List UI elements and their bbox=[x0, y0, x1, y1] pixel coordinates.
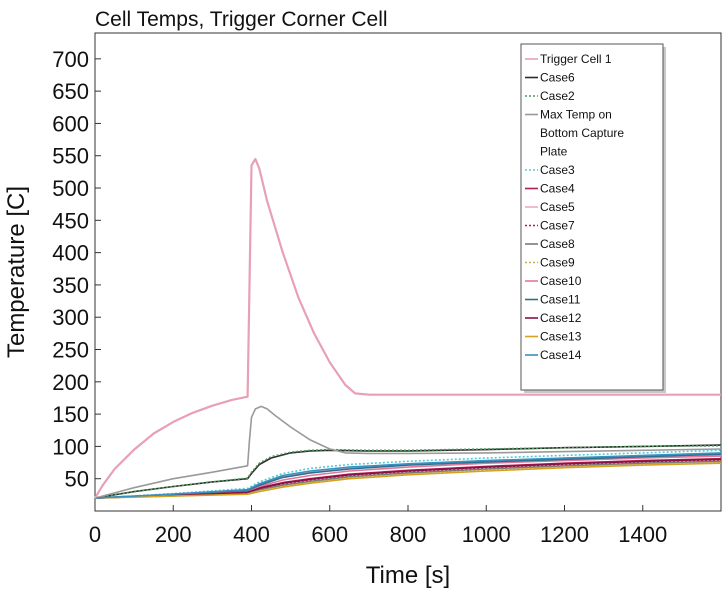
y-tick-label: 200 bbox=[52, 370, 89, 395]
series-line-5 bbox=[94, 449, 722, 499]
series-line-1 bbox=[94, 157, 721, 499]
y-axis-label: Temperature [C] bbox=[3, 186, 30, 358]
legend-label: Case12 bbox=[540, 311, 582, 325]
series-line-3 bbox=[94, 445, 722, 499]
y-tick-label: 550 bbox=[52, 144, 89, 169]
legend-label: Case3 bbox=[540, 163, 575, 177]
x-tick-label: 200 bbox=[155, 522, 192, 547]
y-tick-label: 50 bbox=[65, 467, 89, 492]
y-tick-label: 450 bbox=[52, 208, 89, 233]
series-line-4 bbox=[94, 405, 722, 499]
x-tick-label: 600 bbox=[311, 522, 348, 547]
legend-label: Case9 bbox=[540, 256, 575, 270]
legend-label: Case14 bbox=[540, 348, 582, 362]
x-axis-ticks: 0 200 400 600 800 1000 1200 1400 bbox=[89, 505, 667, 547]
series-line-13 bbox=[94, 458, 722, 499]
legend-label: Case7 bbox=[540, 219, 575, 233]
legend-box bbox=[520, 43, 664, 391]
legend-label: Case2 bbox=[540, 89, 575, 103]
y-tick-label: 300 bbox=[52, 305, 89, 330]
y-tick-label: 250 bbox=[52, 338, 89, 363]
legend-label: Case10 bbox=[540, 274, 582, 288]
legend-label: Case11 bbox=[540, 293, 581, 307]
legend-label: Case6 bbox=[540, 71, 575, 85]
x-tick-label: 1200 bbox=[540, 522, 589, 547]
legend-label: Case8 bbox=[540, 237, 575, 251]
x-tick-label: 0 bbox=[89, 522, 101, 547]
legend-label: Max Temp on bbox=[540, 108, 612, 122]
y-tick-label: 700 bbox=[52, 47, 89, 72]
chart-title: Cell Temps, Trigger Corner Cell bbox=[95, 8, 388, 31]
legend-label: Case4 bbox=[540, 182, 575, 196]
legend-label: Case5 bbox=[540, 200, 575, 214]
legend-label: Trigger Cell 1 bbox=[540, 52, 612, 66]
y-tick-label: 500 bbox=[52, 176, 89, 201]
y-tick-label: 150 bbox=[52, 402, 89, 427]
x-tick-label: 1400 bbox=[618, 522, 667, 547]
y-axis-ticks: 50 100 150 200 250 300 350 400 450 500 550 600 650 70… bbox=[52, 47, 101, 492]
x-tick-label: 1000 bbox=[462, 522, 511, 547]
y-tick-label: 350 bbox=[52, 273, 89, 298]
legend-label: Bottom Capture bbox=[540, 126, 624, 140]
x-tick-label: 400 bbox=[233, 522, 270, 547]
series-layer bbox=[94, 157, 722, 499]
y-tick-label: 650 bbox=[52, 79, 89, 104]
legend-label: Plate bbox=[540, 145, 568, 159]
legend-label: Case13 bbox=[540, 330, 582, 344]
y-tick-label: 100 bbox=[52, 434, 89, 459]
legend-items: Trigger Cell 1 Case6 Case2 Max Temp on Botto… bbox=[525, 52, 624, 362]
series-line-14 bbox=[94, 462, 722, 499]
x-axis-label: Time [s] bbox=[366, 562, 450, 589]
series-line-15 bbox=[94, 452, 722, 499]
x-tick-label: 800 bbox=[390, 522, 427, 547]
y-tick-label: 600 bbox=[52, 111, 89, 136]
y-tick-label: 400 bbox=[52, 241, 89, 266]
legend: Trigger Cell 1 Case6 Case2 Max Temp on Botto… bbox=[520, 43, 666, 393]
